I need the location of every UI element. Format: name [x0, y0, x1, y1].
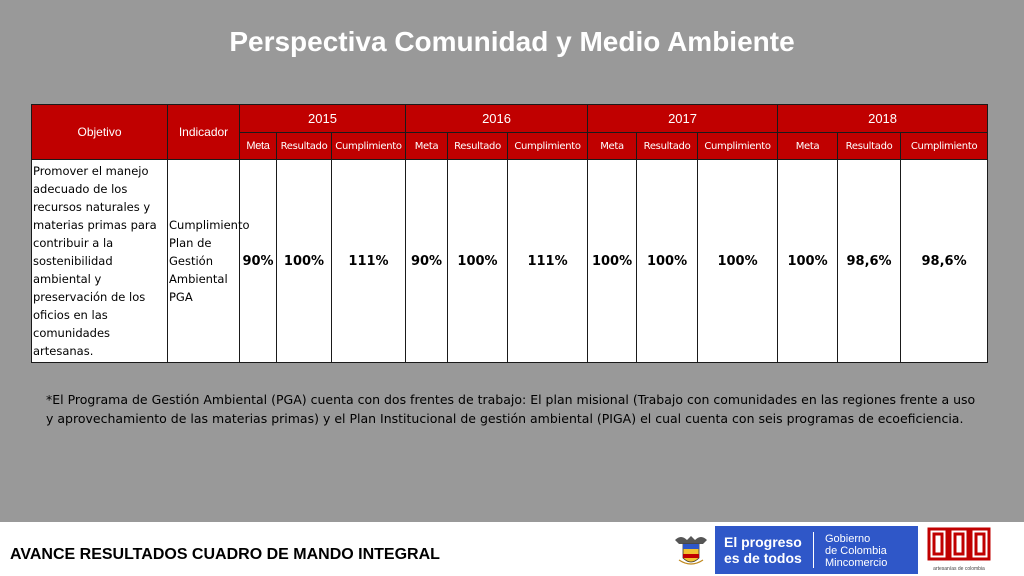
subheader-cumplimiento: Cumplimiento: [697, 132, 779, 160]
subheader-cumplimiento: Cumplimiento: [507, 132, 589, 160]
cumplimiento-2015: 111%: [330, 159, 407, 363]
progreso-line-1: El progreso: [724, 534, 802, 550]
subheader-cumplimiento: Cumplimiento: [900, 132, 989, 160]
cumplimiento-2018: 98,6%: [900, 159, 989, 363]
resultado-2015: 100%: [276, 159, 332, 363]
header-indicador: Indicador: [167, 104, 240, 160]
footnote: *El Programa de Gestión Ambiental (PGA) …: [46, 392, 976, 426]
artesanias-icon: [927, 527, 991, 561]
header-year-2016: 2016: [405, 104, 589, 133]
header-year-2017: 2017: [587, 104, 779, 133]
gobierno-logo: El progreso es de todos Gobierno de Colo…: [667, 526, 918, 574]
meta-2018: 100%: [777, 159, 839, 363]
cumplimiento-2017: 100%: [697, 159, 779, 363]
progreso-line-2: es de todos: [724, 550, 802, 566]
subheader-meta: Meta: [587, 132, 638, 160]
subheader-meta: Meta: [405, 132, 449, 160]
objetivo-cell: Promover el manejo adecuado de los recur…: [31, 159, 168, 363]
meta-2017: 100%: [587, 159, 638, 363]
logo-divider: [813, 532, 814, 568]
artesanias-label: artesanías de colombia: [933, 566, 985, 572]
results-table: Objetivo Indicador 2015 2016 2017 2018 M…: [31, 104, 989, 363]
slide-title: Perspectiva Comunidad y Medio Ambiente: [229, 26, 795, 57]
cumplimiento-2016: 111%: [507, 159, 589, 363]
indicador-cell: Cumplimiento Plan de Gestión Ambiental P…: [167, 159, 250, 363]
subheader-meta: Meta: [239, 132, 277, 160]
meta-2015: 90%: [239, 159, 277, 363]
subheader-resultado: Resultado: [276, 132, 332, 160]
gobierno-line-2: de Colombia: [825, 545, 887, 557]
footer-bar: AVANCE RESULTADOS CUADRO DE MANDO INTEGR…: [0, 522, 1024, 576]
subheader-resultado: Resultado: [636, 132, 699, 160]
gobierno-line-3: Mincomercio: [825, 557, 888, 569]
artesanias-logo: artesanías de colombia: [926, 526, 992, 574]
resultado-2017: 100%: [636, 159, 699, 363]
footer-label: AVANCE RESULTADOS CUADRO DE MANDO INTEGR…: [10, 546, 440, 563]
header-year-2015: 2015: [238, 104, 407, 133]
gobierno-text: Gobierno de Colombia Mincomercio: [825, 533, 887, 569]
subheader-meta: Meta: [777, 132, 839, 160]
resultado-2016: 100%: [447, 159, 509, 363]
coat-of-arms-icon: [667, 526, 715, 574]
header-year-2018: 2018: [777, 104, 989, 133]
subheader-resultado: Resultado: [447, 132, 509, 160]
resultado-2018: 98,6%: [837, 159, 902, 363]
subheader-resultado: Resultado: [837, 132, 902, 160]
subheader-cumplimiento: Cumplimiento: [330, 132, 407, 160]
meta-2016: 90%: [405, 159, 449, 363]
header-objetivo: Objetivo: [31, 104, 168, 160]
gobierno-line-1: Gobierno: [825, 533, 871, 545]
progreso-text: El progreso es de todos: [724, 534, 802, 566]
table-row: Promover el manejo adecuado de los recur…: [31, 159, 989, 363]
